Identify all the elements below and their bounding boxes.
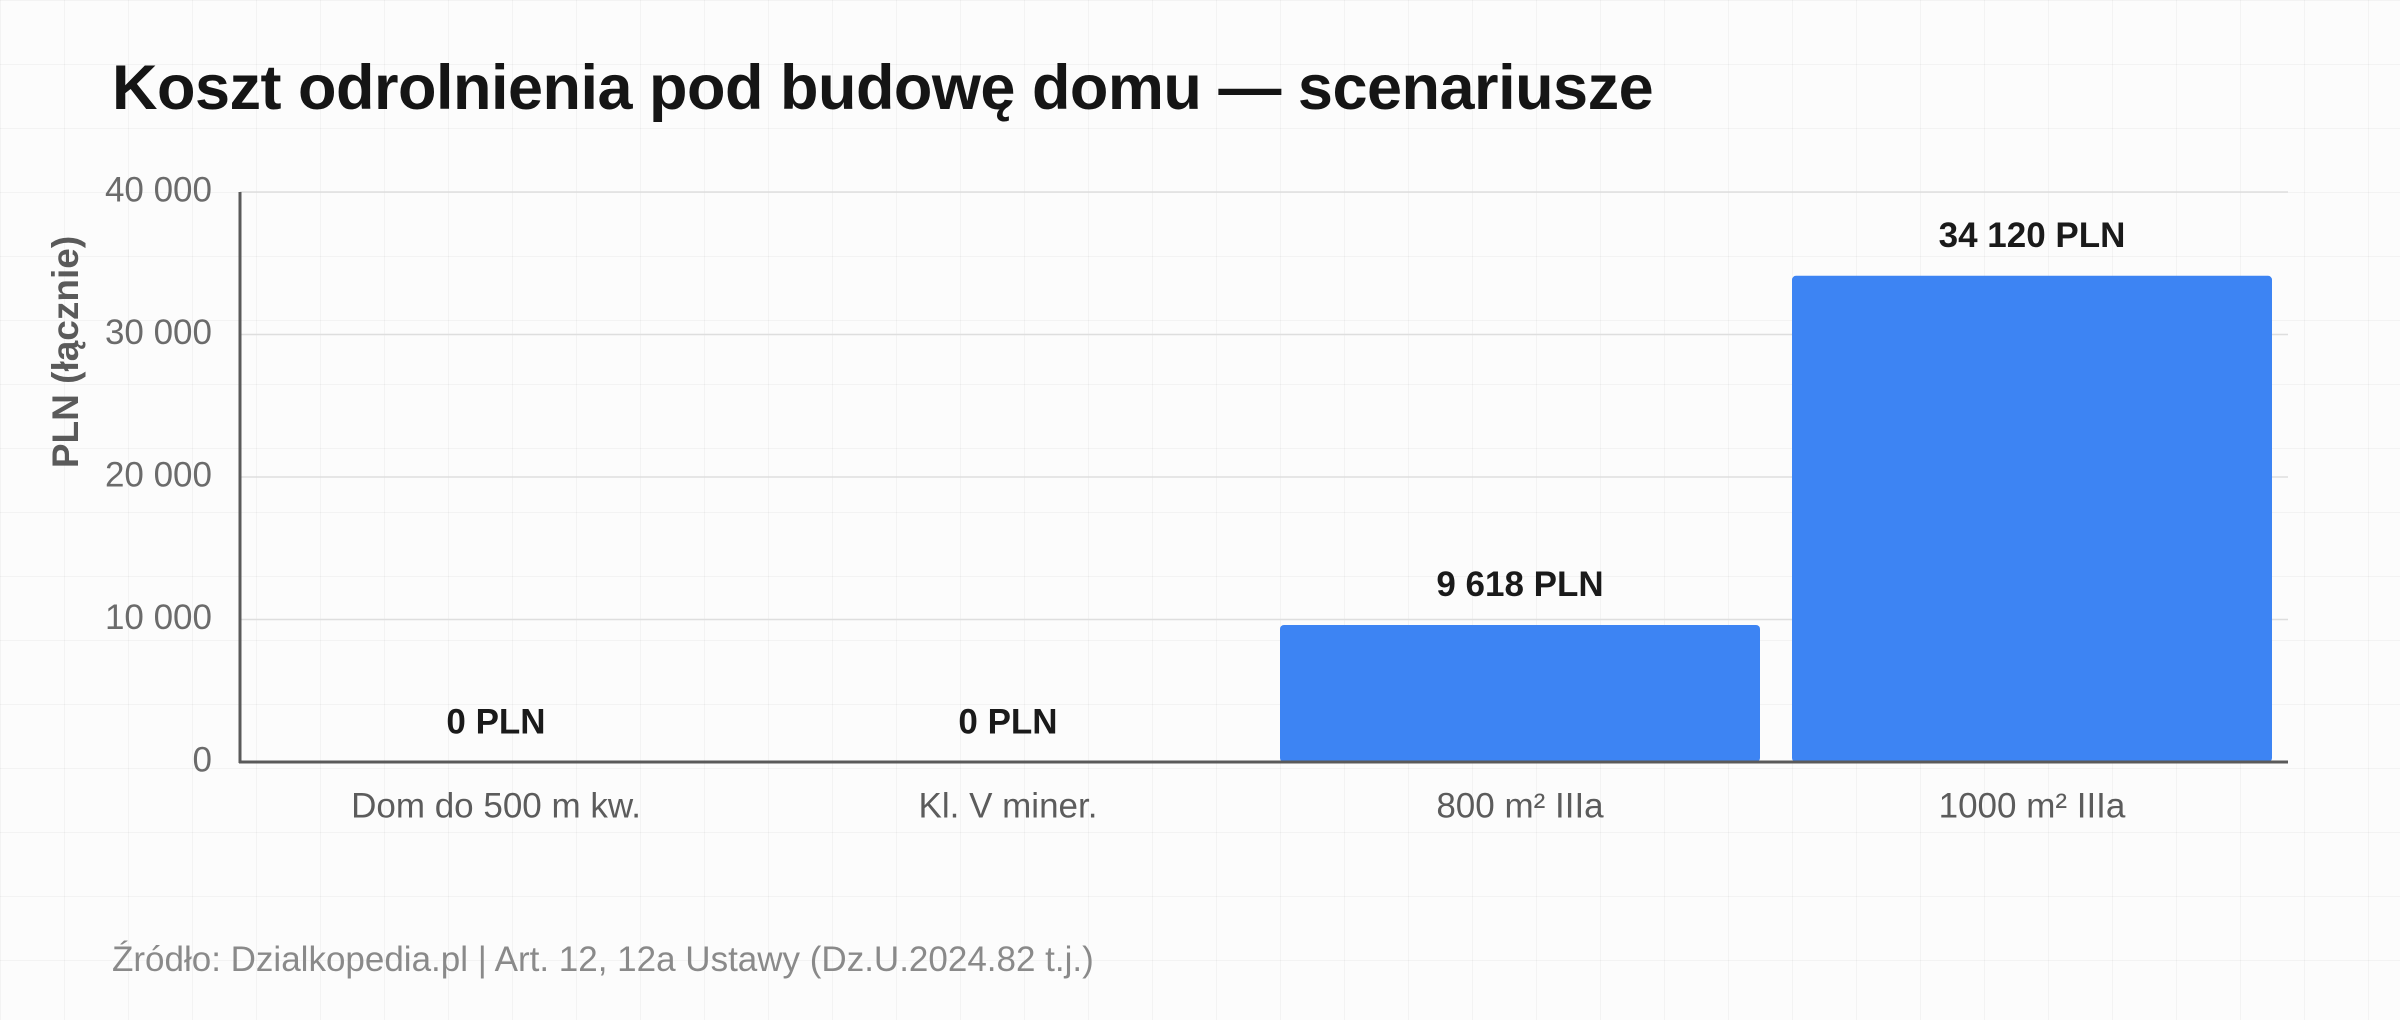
y-tick-label: 20 000 (105, 455, 212, 494)
source-footer: Źródło: Dzialkopedia.pl | Art. 12, 12a U… (112, 940, 1094, 979)
axes-layer (238, 192, 2288, 764)
x-tick-label: Kl. V miner. (919, 786, 1098, 825)
bar-value-label: 34 120 PLN (1939, 216, 2126, 255)
bar (1792, 275, 2272, 762)
x-tick-label: 1000 m² IIIa (1939, 786, 2126, 825)
y-tick-label: 10 000 (105, 598, 212, 637)
y-tick-label: 40 000 (105, 170, 212, 209)
bar-value-label: 9 618 PLN (1436, 565, 1603, 604)
labels-layer: 0 10 000 20 000 30 000 40 000 0 PLN Dom do 500… (105, 170, 2126, 825)
y-tick-label: 30 000 (105, 313, 212, 352)
chart-title: Koszt odrolnienia pod budowę domu — scen… (112, 53, 1654, 123)
y-tick-label: 0 (193, 740, 212, 779)
x-tick-label: 800 m² IIIa (1436, 786, 1604, 825)
y-axis-label: PLN (łącznie) (45, 236, 86, 468)
bar-value-label: 0 PLN (958, 702, 1057, 741)
bar (1280, 624, 1760, 762)
bar-value-label: 0 PLN (446, 702, 545, 741)
bars-layer (1280, 275, 2272, 762)
x-tick-label: Dom do 500 m kw. (351, 786, 641, 825)
